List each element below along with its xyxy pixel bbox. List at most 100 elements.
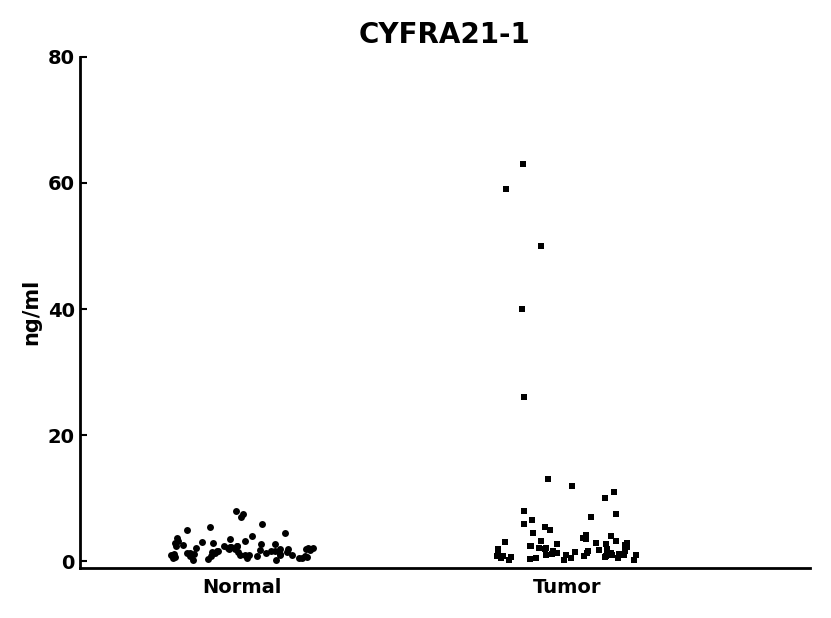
- Point: [598, 552, 612, 562]
- Point: [234, 512, 248, 522]
- Point: [186, 555, 199, 565]
- Point: [543, 525, 557, 535]
- Point: [169, 541, 182, 551]
- Point: [169, 552, 182, 562]
- Point: [273, 549, 287, 559]
- Point: [542, 475, 555, 485]
- Point: [238, 550, 252, 560]
- Point: [534, 536, 548, 546]
- Point: [516, 159, 529, 169]
- Point: [618, 540, 632, 550]
- Point: [205, 547, 219, 557]
- Point: [523, 541, 536, 551]
- Point: [168, 538, 181, 548]
- Point: [558, 554, 571, 564]
- Point: [187, 549, 200, 559]
- Point: [167, 549, 180, 559]
- Point: [599, 540, 612, 549]
- Point: [499, 184, 512, 194]
- Point: [176, 540, 189, 550]
- Title: CYFRA21-1: CYFRA21-1: [359, 21, 531, 49]
- Point: [518, 506, 531, 516]
- Point: [546, 546, 559, 556]
- Point: [250, 551, 263, 561]
- Point: [540, 543, 553, 553]
- Point: [202, 554, 215, 564]
- Point: [604, 531, 617, 541]
- Point: [610, 509, 623, 519]
- Point: [494, 552, 508, 562]
- Point: [224, 542, 238, 552]
- Point: [243, 549, 256, 559]
- Point: [273, 544, 287, 554]
- Point: [189, 543, 203, 552]
- Point: [240, 553, 253, 563]
- Point: [518, 392, 531, 402]
- Point: [224, 542, 237, 552]
- Point: [550, 539, 563, 549]
- Point: [581, 548, 594, 558]
- Point: [612, 549, 626, 559]
- Point: [490, 551, 504, 561]
- Point: [236, 509, 249, 519]
- Point: [525, 541, 538, 551]
- Point: [209, 548, 222, 557]
- Point: [184, 551, 197, 561]
- Point: [568, 547, 582, 557]
- Point: [606, 550, 619, 560]
- Point: [535, 241, 548, 251]
- Point: [532, 543, 545, 552]
- Point: [579, 535, 593, 544]
- Point: [612, 552, 625, 562]
- Point: [604, 548, 617, 557]
- Point: [502, 555, 515, 565]
- Point: [627, 554, 641, 564]
- Point: [268, 546, 282, 556]
- Point: [230, 506, 243, 516]
- Point: [620, 538, 633, 548]
- Point: [269, 554, 283, 564]
- Y-axis label: ng/ml: ng/ml: [21, 279, 41, 345]
- Point: [256, 519, 269, 528]
- Point: [230, 541, 243, 551]
- Point: [600, 547, 613, 557]
- Point: [491, 548, 504, 558]
- Point: [491, 544, 504, 554]
- Point: [620, 542, 633, 552]
- Point: [211, 546, 224, 556]
- Point: [600, 544, 613, 554]
- Point: [526, 515, 539, 525]
- Point: [204, 522, 217, 531]
- Point: [564, 553, 578, 563]
- Point: [212, 546, 225, 556]
- Point: [260, 548, 273, 557]
- Point: [166, 553, 179, 563]
- Point: [229, 544, 242, 554]
- Point: [171, 533, 184, 543]
- Point: [253, 545, 267, 555]
- Point: [609, 536, 622, 546]
- Point: [539, 549, 553, 559]
- Point: [517, 519, 530, 528]
- Point: [195, 537, 209, 547]
- Point: [301, 552, 314, 562]
- Point: [559, 549, 573, 559]
- Point: [529, 553, 543, 563]
- Point: [585, 512, 598, 522]
- Point: [222, 544, 235, 554]
- Point: [246, 531, 259, 541]
- Point: [599, 493, 612, 503]
- Point: [282, 544, 295, 554]
- Point: [524, 554, 537, 564]
- Point: [204, 551, 218, 561]
- Point: [527, 528, 540, 538]
- Point: [255, 539, 268, 549]
- Point: [303, 545, 317, 555]
- Point: [231, 547, 244, 557]
- Point: [590, 538, 603, 548]
- Point: [306, 543, 319, 553]
- Point: [183, 548, 196, 558]
- Point: [577, 551, 590, 561]
- Point: [302, 543, 315, 552]
- Point: [268, 540, 282, 549]
